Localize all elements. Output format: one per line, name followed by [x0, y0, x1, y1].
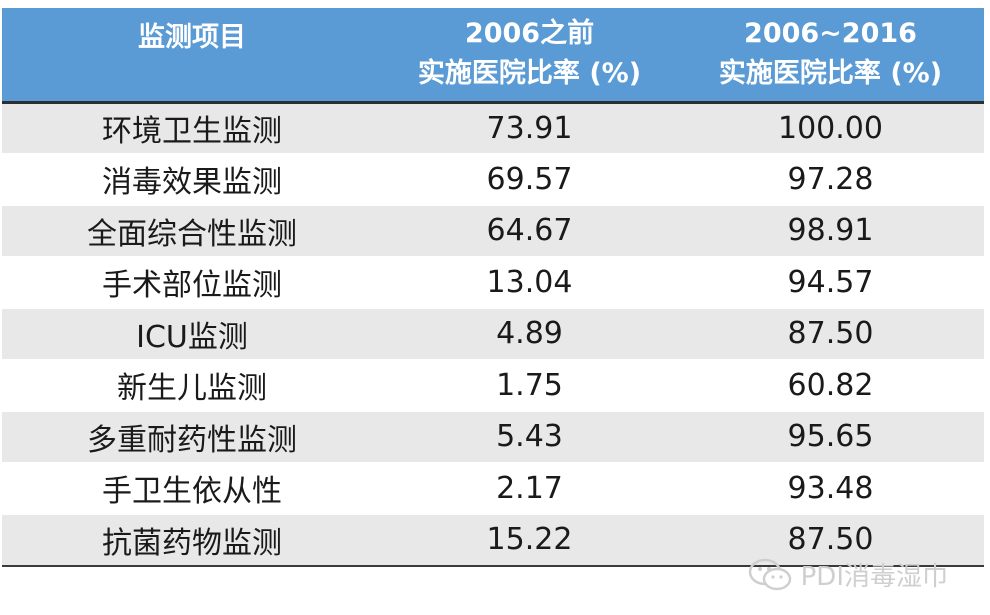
- cell-2006-2016: 87.50: [677, 308, 984, 360]
- table-row: 手术部位监测 13.04 94.57: [2, 256, 984, 309]
- header-before-2006-period: 2006之前: [464, 18, 595, 50]
- header-item: 监测项目: [2, 8, 382, 104]
- header-2006-2016-period: 2006~2016: [744, 18, 917, 50]
- cell-2006-2016: 95.65: [677, 411, 984, 463]
- cell-before-2006: 64.67: [382, 205, 677, 257]
- cell-item: 新生儿监测: [2, 359, 382, 412]
- watermark: PDI消毒湿巾: [747, 556, 948, 593]
- cell-before-2006: 73.91: [382, 102, 677, 154]
- header-2006-2016-rate: 实施医院比率 (%): [718, 58, 943, 90]
- cell-item: ICU监测: [2, 308, 382, 360]
- table-header-row: 监测项目 2006之前 实施医院比率 (%) 2006~2016 实施医院比率 …: [2, 8, 984, 104]
- header-2006-2016: 2006~2016 实施医院比率 (%): [677, 8, 984, 104]
- cell-item: 手卫生依从性: [2, 462, 382, 515]
- table-row: 手卫生依从性 2.17 93.48: [2, 462, 984, 515]
- cell-before-2006: 4.89: [382, 308, 677, 360]
- header-before-2006: 2006之前 实施医院比率 (%): [382, 8, 677, 104]
- cell-2006-2016: 87.50: [677, 514, 984, 567]
- cell-2006-2016: 97.28: [677, 153, 984, 206]
- table-row: 消毒效果监测 69.57 97.28: [2, 153, 984, 206]
- cell-before-2006: 5.43: [382, 411, 677, 463]
- table-row: ICU监测 4.89 87.50: [2, 308, 984, 360]
- cell-before-2006: 69.57: [382, 153, 677, 206]
- cell-before-2006: 13.04: [382, 256, 677, 309]
- cell-2006-2016: 98.91: [677, 205, 984, 257]
- cell-2006-2016: 100.00: [677, 102, 984, 154]
- table-row: 环境卫生监测 73.91 100.00: [2, 102, 984, 154]
- cell-item: 环境卫生监测: [2, 102, 382, 154]
- table-row: 抗菌药物监测 15.22 87.50: [2, 514, 984, 567]
- cell-before-2006: 2.17: [382, 462, 677, 515]
- cell-item: 手术部位监测: [2, 256, 382, 309]
- cell-item: 抗菌药物监测: [2, 514, 382, 567]
- cell-item: 全面综合性监测: [2, 205, 382, 257]
- table-row: 全面综合性监测 64.67 98.91: [2, 205, 984, 257]
- cell-item: 多重耐药性监测: [2, 411, 382, 463]
- cell-2006-2016: 93.48: [677, 462, 984, 515]
- cell-2006-2016: 94.57: [677, 256, 984, 309]
- monitoring-table: 监测项目 2006之前 实施医院比率 (%) 2006~2016 实施医院比率 …: [2, 8, 984, 567]
- table-row: 新生儿监测 1.75 60.82: [2, 359, 984, 412]
- watermark-text: PDI消毒湿巾: [800, 562, 948, 592]
- wechat-icon: [748, 558, 791, 590]
- header-item-label: 监测项目: [138, 22, 246, 53]
- table-row: 多重耐药性监测 5.43 95.65: [2, 411, 984, 463]
- cell-item: 消毒效果监测: [2, 153, 382, 206]
- cell-before-2006: 15.22: [382, 514, 677, 567]
- cell-before-2006: 1.75: [382, 359, 677, 412]
- header-before-2006-rate: 实施医院比率 (%): [417, 58, 642, 90]
- cell-2006-2016: 60.82: [677, 359, 984, 412]
